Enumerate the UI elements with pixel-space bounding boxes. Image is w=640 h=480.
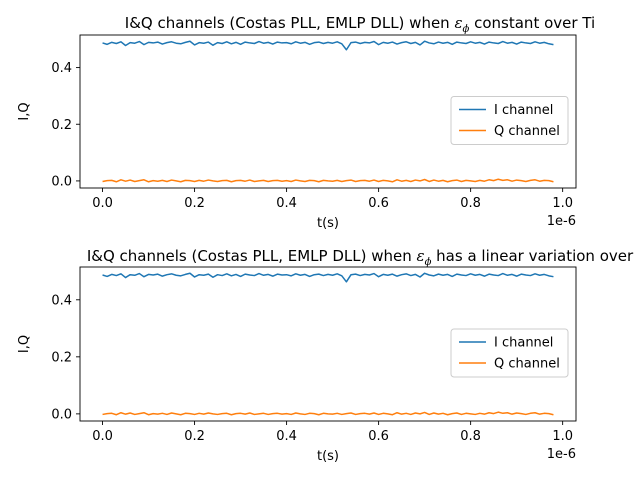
legend: I channel Q channel — [450, 96, 569, 145]
chart-2: I&Q channels (Costas PLL, EMLP DLL) when… — [17, 247, 634, 464]
title-subscript: ϕ — [425, 257, 432, 268]
chart-1: I&Q channels (Costas PLL, EMLP DLL) when… — [17, 14, 595, 231]
y-axis-label: I,Q — [17, 335, 32, 353]
title-prefix: I&Q channels (Costas PLL, EMLP DLL) when — [125, 14, 455, 32]
x-offset-label: 1e-6 — [547, 447, 576, 462]
x-tick-label: 0.8 — [460, 429, 481, 444]
legend-label-i-channel: I channel — [494, 336, 553, 351]
x-tick-label: 0.6 — [368, 196, 389, 211]
x-tick-label: 0.4 — [276, 196, 297, 211]
title-prefix: I&Q channels (Costas PLL, EMLP DLL) when — [87, 247, 417, 265]
series-line-q-channel — [102, 178, 554, 183]
x-axis-label: t(s) — [317, 216, 339, 231]
x-tick-label: 0.0 — [92, 429, 113, 444]
y-tick-label: 0.2 — [51, 118, 72, 133]
plot-frame — [79, 34, 577, 189]
y-tick-label: 0.2 — [51, 350, 72, 365]
series-line-i-channel — [102, 272, 554, 283]
title-suffix: has a linear variation over — [431, 247, 634, 265]
chart-title: I&Q channels (Costas PLL, EMLP DLL) when… — [125, 14, 595, 35]
title-symbol: ε — [417, 247, 425, 265]
series-line-q-channel — [102, 411, 554, 416]
legend-label-q-channel: Q channel — [494, 357, 560, 372]
x-axis-label: t(s) — [317, 449, 339, 464]
legend-box — [450, 96, 569, 145]
x-offset-label: 1e-6 — [547, 214, 576, 229]
y-axis-label: I,Q — [17, 102, 32, 120]
x-tick-label: 0.2 — [184, 429, 205, 444]
legend-label-i-channel: I channel — [494, 103, 553, 118]
legend-label-q-channel: Q channel — [494, 124, 560, 139]
y-tick-label: 0.4 — [51, 61, 72, 76]
x-tick-label: 0.0 — [92, 196, 113, 211]
title-subscript: ϕ — [463, 24, 470, 35]
x-tick-label: 0.4 — [276, 429, 297, 444]
x-tick-label: 1.0 — [552, 196, 573, 211]
x-tick-label: 0.8 — [460, 196, 481, 211]
x-tick-label: 1.0 — [552, 429, 573, 444]
y-tick-label: 0.0 — [51, 174, 72, 189]
legend: I channel Q channel — [450, 328, 569, 378]
title-suffix: constant over Ti — [469, 14, 595, 32]
title-symbol: ε — [454, 14, 462, 32]
series-line-i-channel — [102, 40, 554, 51]
x-tick-label: 0.2 — [184, 196, 205, 211]
plot-frame — [79, 266, 577, 422]
y-tick-label: 0.0 — [51, 407, 72, 422]
x-tick-label: 0.6 — [368, 429, 389, 444]
y-tick-label: 0.4 — [51, 293, 72, 308]
chart-title: I&Q channels (Costas PLL, EMLP DLL) when… — [87, 247, 634, 268]
legend-box — [450, 328, 569, 378]
